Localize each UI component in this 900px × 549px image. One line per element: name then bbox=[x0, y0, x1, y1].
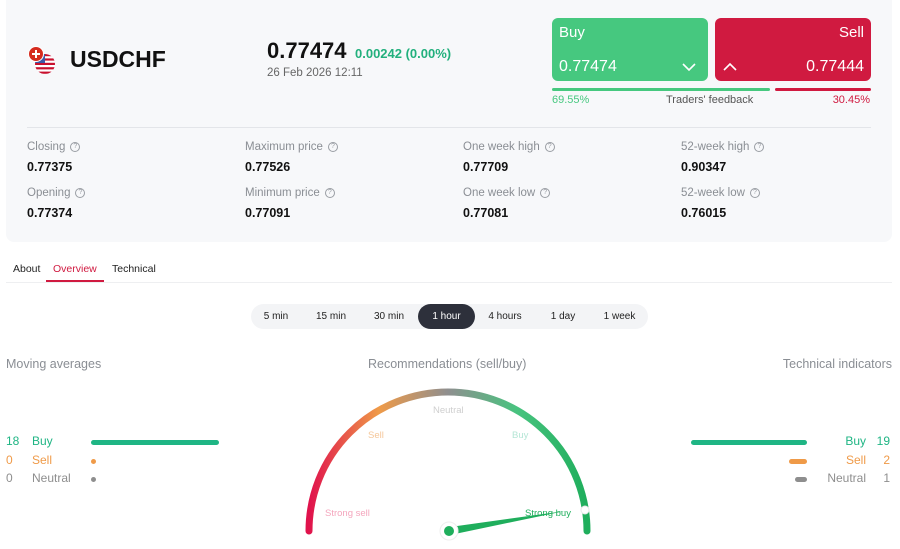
stat-label: One week low bbox=[463, 187, 536, 199]
section-tabs: About Overview Technical bbox=[6, 258, 892, 283]
chevron-up-icon bbox=[723, 62, 737, 71]
technical-indicators-title: Technical indicators bbox=[782, 357, 892, 371]
stat-value: 0.90347 bbox=[681, 160, 727, 174]
help-icon[interactable]: ? bbox=[754, 142, 765, 152]
ti-buy-row: Buy 19 bbox=[845, 434, 890, 448]
sell-price: 0.77444 bbox=[806, 58, 864, 75]
help-icon[interactable]: ? bbox=[540, 188, 551, 198]
ma-buy-count: 18 bbox=[6, 434, 20, 448]
ma-sell-bar bbox=[91, 459, 96, 464]
stat-opening: Opening? 0.77374 bbox=[27, 187, 86, 220]
period-30-min[interactable]: 30 min bbox=[373, 311, 404, 322]
buy-button[interactable]: Buy 0.77474 bbox=[552, 18, 708, 81]
period-selector: 5 min 15 min 30 min 1 hour 4 hours 1 day… bbox=[251, 304, 648, 329]
ti-sell-row: Sell 2 bbox=[846, 453, 890, 467]
usd-chf-flag-icon bbox=[28, 46, 55, 74]
stat-value: 0.77526 bbox=[245, 160, 291, 174]
ti-neutral-row: Neutral 1 bbox=[827, 471, 890, 485]
feedback-buy-bar bbox=[552, 88, 770, 91]
ma-neutral-row: 0 Neutral bbox=[6, 471, 71, 485]
period-1-day[interactable]: 1 day bbox=[550, 311, 576, 322]
help-icon[interactable]: ? bbox=[70, 142, 81, 152]
ma-neutral-label: Neutral bbox=[32, 471, 71, 485]
instrument-symbol: USDCHF bbox=[70, 46, 166, 72]
ma-sell-label: Sell bbox=[32, 453, 53, 467]
gauge-needle bbox=[450, 511, 565, 535]
stat-label: 52-week low bbox=[681, 187, 745, 199]
gauge-label-buy: Buy bbox=[512, 430, 529, 441]
ti-buy-bar bbox=[691, 440, 807, 445]
stat-minimum-price: Minimum price? 0.77091 bbox=[245, 187, 335, 220]
recommendations-title: Recommendations (sell/buy) bbox=[368, 357, 527, 371]
help-icon[interactable]: ? bbox=[75, 188, 86, 198]
ma-neutral-count: 0 bbox=[6, 471, 13, 485]
ti-neutral-bar bbox=[795, 477, 807, 482]
chevron-down-icon bbox=[682, 63, 696, 72]
buy-price: 0.77474 bbox=[559, 58, 617, 75]
sell-label: Sell bbox=[838, 24, 864, 41]
stat-52-week-high: 52-week high? 0.90347 bbox=[681, 141, 765, 174]
stat-one-week-high: One week high? 0.77709 bbox=[463, 141, 555, 174]
period-1-week[interactable]: 1 week bbox=[603, 311, 636, 322]
recommendation-gauge bbox=[305, 388, 591, 541]
stat-label: Minimum price bbox=[245, 187, 320, 199]
tab-technical[interactable]: Technical bbox=[112, 263, 156, 275]
stat-label: Closing bbox=[27, 141, 66, 153]
stat-value: 0.77091 bbox=[245, 206, 291, 220]
current-price: 0.77474 bbox=[267, 38, 347, 63]
stat-label: 52-week high bbox=[681, 141, 750, 153]
sell-button[interactable]: Sell 0.77444 bbox=[715, 18, 871, 81]
gauge-label-strong-buy: Strong buy bbox=[525, 508, 571, 519]
ma-neutral-bar bbox=[91, 477, 96, 482]
period-5-min[interactable]: 5 min bbox=[263, 311, 289, 322]
stat-value: 0.77375 bbox=[27, 160, 73, 174]
ma-sell-count: 0 bbox=[6, 453, 13, 467]
header-divider bbox=[27, 127, 871, 128]
gauge-label-strong-sell: Strong sell bbox=[325, 508, 370, 519]
active-tab-indicator bbox=[46, 280, 104, 282]
stat-52-week-low: 52-week low? 0.76015 bbox=[681, 187, 760, 220]
stat-value: 0.77374 bbox=[27, 206, 73, 220]
ma-sell-row: 0 Sell bbox=[6, 453, 52, 467]
help-icon[interactable]: ? bbox=[749, 188, 760, 198]
ti-neutral-count: 1 bbox=[883, 471, 890, 485]
tab-about[interactable]: About bbox=[13, 263, 41, 275]
price-change: 0.00242 (0.00%) bbox=[355, 46, 452, 61]
ti-buy-count: 19 bbox=[876, 434, 890, 448]
help-icon[interactable]: ? bbox=[327, 142, 338, 152]
stat-closing: Closing? 0.77375 bbox=[27, 141, 81, 174]
stat-value: 0.76015 bbox=[681, 206, 727, 220]
gauge-label-sell: Sell bbox=[368, 430, 384, 441]
stat-maximum-price: Maximum price? 0.77526 bbox=[245, 141, 338, 174]
feedback-buy-percent: 69.55% bbox=[552, 94, 590, 106]
help-icon[interactable]: ? bbox=[544, 142, 555, 152]
ti-sell-label: Sell bbox=[845, 453, 866, 467]
stat-one-week-low: One week low? 0.77081 bbox=[463, 187, 551, 220]
ti-sell-bar bbox=[789, 459, 807, 464]
ma-buy-row: 18 Buy bbox=[6, 434, 53, 448]
moving-averages-title: Moving averages bbox=[6, 357, 102, 371]
help-icon[interactable]: ? bbox=[324, 188, 335, 198]
feedback-sell-bar bbox=[775, 88, 871, 91]
stat-value: 0.77081 bbox=[463, 206, 509, 220]
ma-buy-label: Buy bbox=[32, 434, 53, 448]
ti-neutral-label: Neutral bbox=[827, 471, 866, 485]
ma-buy-bar bbox=[91, 440, 219, 445]
period-1-hour[interactable]: 1 hour bbox=[418, 304, 475, 329]
ti-buy-label: Buy bbox=[845, 434, 866, 448]
period-15-min[interactable]: 15 min bbox=[315, 311, 346, 322]
gauge-label-neutral: Neutral bbox=[433, 405, 464, 416]
stat-label: Opening bbox=[27, 187, 71, 199]
stat-value: 0.77709 bbox=[463, 160, 509, 174]
buy-label: Buy bbox=[559, 24, 585, 41]
stat-label: One week high bbox=[463, 141, 540, 153]
gauge-marker bbox=[580, 505, 590, 515]
feedback-sell-percent: 30.45% bbox=[832, 94, 870, 106]
ti-sell-count: 2 bbox=[883, 453, 890, 467]
stat-label: Maximum price bbox=[245, 141, 323, 153]
traders-feedback-label: Traders' feedback bbox=[666, 94, 754, 106]
quote-datetime: 26 Feb 2026 12:11 bbox=[267, 67, 363, 79]
period-4-hours[interactable]: 4 hours bbox=[488, 311, 522, 322]
tab-overview[interactable]: Overview bbox=[53, 263, 97, 275]
